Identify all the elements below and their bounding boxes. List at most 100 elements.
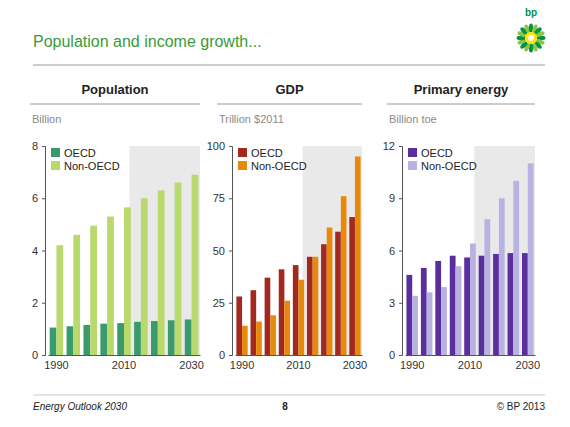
tick-mark xyxy=(399,303,402,304)
bar xyxy=(456,266,462,355)
bar xyxy=(67,326,74,355)
axis-line xyxy=(236,355,363,356)
slide-title: Population and income growth... xyxy=(33,33,262,50)
bar xyxy=(479,256,485,355)
y-tick: 2 xyxy=(32,297,45,309)
y-tick: 50 xyxy=(213,245,232,257)
bar xyxy=(158,190,165,355)
bar xyxy=(349,217,355,355)
x-tick: 2010 xyxy=(458,359,482,371)
bar xyxy=(293,265,299,355)
projection-shade xyxy=(303,146,362,355)
tick-label: 1990 xyxy=(400,359,424,371)
bar xyxy=(313,257,319,355)
bar xyxy=(50,328,57,355)
tick-mark xyxy=(399,146,402,147)
bar xyxy=(270,315,276,355)
tick-label: 2010 xyxy=(112,359,136,371)
tick-mark xyxy=(229,355,232,356)
x-axis: 1990 2010 2030 xyxy=(230,356,367,371)
legend-swatch xyxy=(51,161,60,170)
tick-mark xyxy=(229,303,232,304)
bar xyxy=(508,253,514,355)
y-tick: 0 xyxy=(32,349,45,361)
tick-mark xyxy=(399,251,402,252)
legend-swatch xyxy=(408,148,417,157)
axis-unit: Trillion $2011 xyxy=(219,113,284,125)
x-axis: 199020102030 xyxy=(44,356,204,371)
plot-area xyxy=(236,146,362,355)
logo-text: bp xyxy=(525,7,537,18)
y-axis: 0 3 6 9 12 xyxy=(383,140,403,361)
legend-label: OECD xyxy=(64,147,96,159)
legend-label: OECD xyxy=(421,147,453,159)
x-tick: 1990 xyxy=(230,359,254,371)
x-tick: 2030 xyxy=(516,359,540,371)
x-tick: 2010 xyxy=(112,359,136,371)
tick-mark xyxy=(42,251,45,252)
bar xyxy=(256,322,262,355)
bar xyxy=(470,244,476,355)
tick-label: 6 xyxy=(32,192,38,204)
tick-label: 8 xyxy=(32,140,38,152)
tick-label: 4 xyxy=(32,245,38,257)
chart-title: Population xyxy=(81,82,148,97)
bar xyxy=(265,278,271,355)
bar xyxy=(493,254,499,355)
chart-panel: PopulationBillion02468199020102030OECDNo… xyxy=(30,82,204,371)
tick-label: 0 xyxy=(389,349,395,361)
bar xyxy=(307,257,313,355)
bar xyxy=(134,322,141,355)
y-axis: 0255075100 xyxy=(207,140,233,361)
legend-swatch xyxy=(238,148,247,157)
bar xyxy=(284,301,290,355)
tick-label: 3 xyxy=(389,297,395,309)
bar xyxy=(513,181,519,355)
plot-area xyxy=(406,146,535,355)
bar xyxy=(427,292,433,355)
tick-label: 2010 xyxy=(286,359,310,371)
axis-line xyxy=(49,355,201,356)
chart-panel: GDPTrillion $20110255075100199020102030O… xyxy=(207,82,368,371)
tick-label: 2030 xyxy=(516,359,540,371)
footer-source: Energy Outlook 2030 xyxy=(33,401,127,412)
bar xyxy=(124,207,131,355)
y-tick: 12 xyxy=(383,140,402,152)
chart-title-rule xyxy=(387,104,535,105)
x-tick: 1990 xyxy=(400,359,424,371)
bar xyxy=(90,226,97,355)
axis-line xyxy=(406,355,536,356)
bar xyxy=(56,245,63,355)
tick-label: 6 xyxy=(389,245,395,257)
bar xyxy=(242,326,248,355)
chart-title: Primary energy xyxy=(414,82,509,97)
bar xyxy=(236,296,242,355)
x-tick: 2030 xyxy=(343,359,367,371)
chart-title: GDP xyxy=(275,82,304,97)
y-tick: 9 xyxy=(389,192,402,204)
tick-label: 2030 xyxy=(343,359,367,371)
tick-mark xyxy=(229,146,232,147)
tick-label: 2 xyxy=(32,297,38,309)
legend-label: Non-OECD xyxy=(64,160,120,172)
bar xyxy=(73,235,80,355)
bar xyxy=(100,324,107,355)
bar xyxy=(327,228,333,355)
bar xyxy=(335,232,341,355)
legend-label: Non-OECD xyxy=(251,160,307,172)
legend-label: Non-OECD xyxy=(421,160,477,172)
tick-label: 1990 xyxy=(230,359,254,371)
bar xyxy=(406,275,412,355)
slide: Population and income growth... bp Populat… xyxy=(0,0,570,427)
tick-mark xyxy=(42,355,45,356)
bar xyxy=(321,244,327,355)
y-tick: 25 xyxy=(213,297,232,309)
bar xyxy=(484,219,490,355)
footer-rule xyxy=(33,395,545,396)
bar xyxy=(192,175,199,355)
bar xyxy=(299,280,305,355)
y-tick: 100 xyxy=(207,140,232,152)
title-rule xyxy=(33,65,545,66)
bar xyxy=(117,323,124,355)
x-tick: 2010 xyxy=(286,359,310,371)
